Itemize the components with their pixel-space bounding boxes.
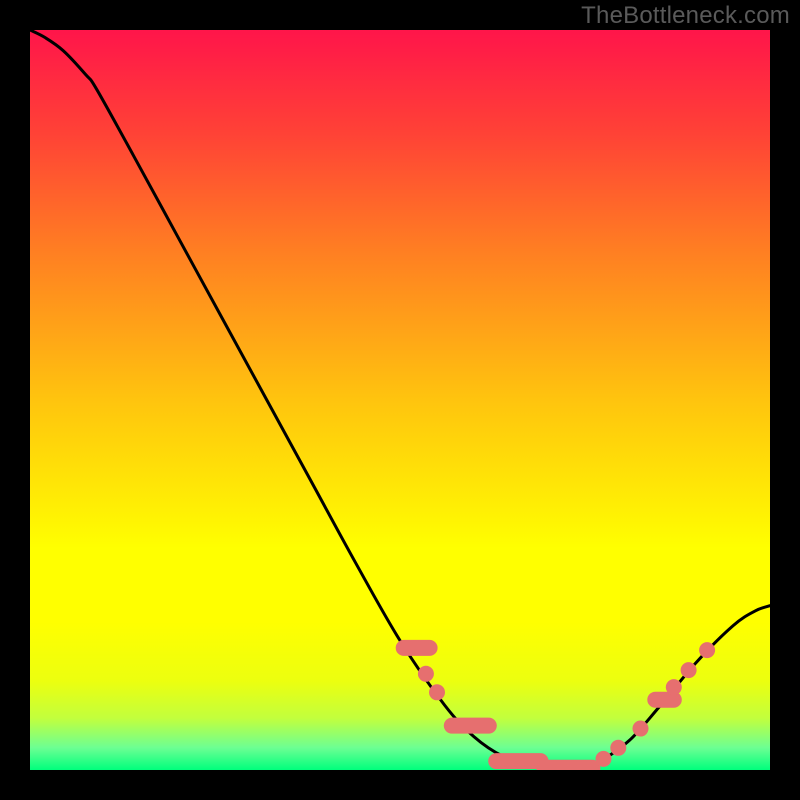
marker-dot	[418, 666, 434, 682]
marker-dot	[681, 662, 697, 678]
marker-pill	[396, 640, 438, 656]
marker-dot	[596, 751, 612, 767]
marker-pill	[536, 760, 600, 770]
marker-dot	[699, 642, 715, 658]
marker-pill	[444, 718, 497, 734]
chart-root: TheBottleneck.com	[0, 0, 800, 800]
gradient-background	[30, 30, 770, 770]
watermark-text: TheBottleneck.com	[581, 2, 790, 30]
plot-area	[30, 30, 770, 770]
marker-dot	[429, 684, 445, 700]
bottleneck-curve-chart	[30, 30, 770, 770]
marker-dot	[610, 740, 626, 756]
marker-dot	[633, 721, 649, 737]
marker-dot	[666, 679, 682, 695]
